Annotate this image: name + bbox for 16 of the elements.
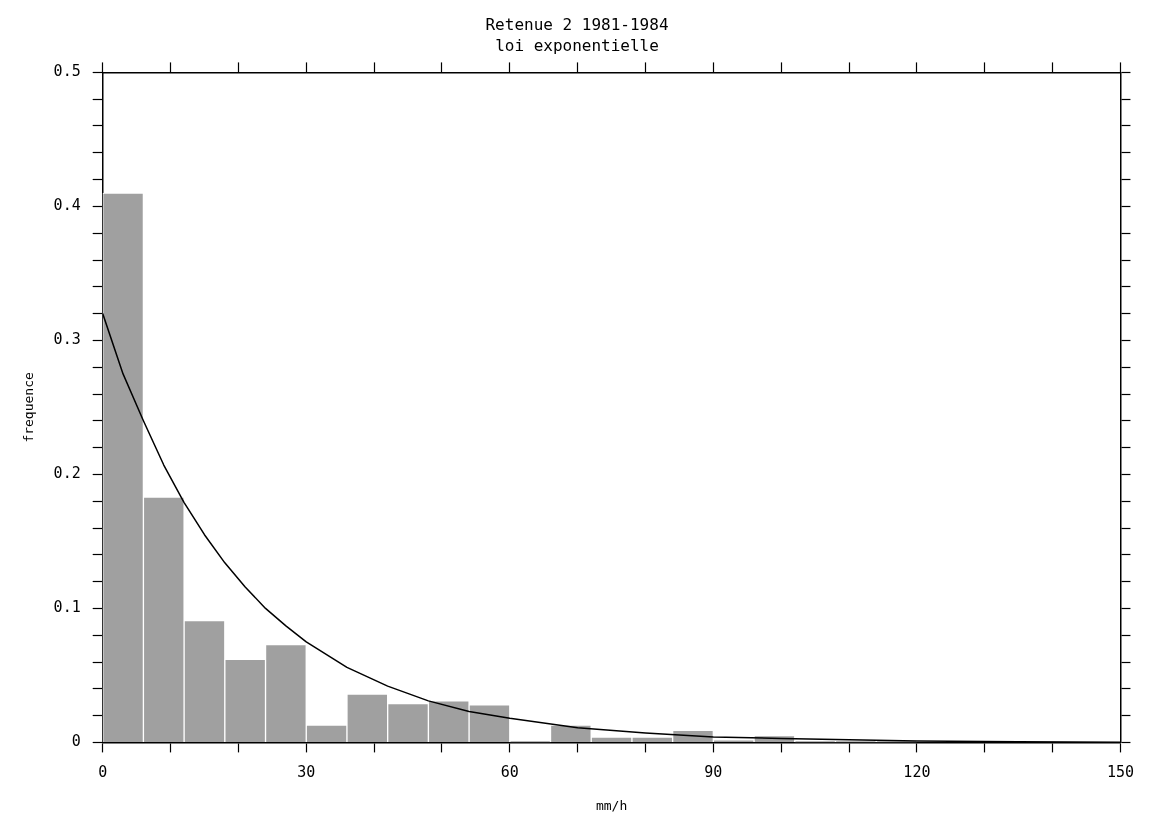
y-axis-title: frequence	[21, 372, 37, 443]
y-tick-label: 0.4	[53, 196, 81, 215]
chart-title: Retenue 2 1981-1984	[485, 14, 669, 34]
x-tick-label: 30	[297, 763, 316, 782]
x-tick-label: 120	[903, 763, 931, 782]
y-tick-label: 0	[71, 732, 81, 751]
y-tick-label: 0.2	[53, 464, 81, 483]
x-tick-label: 90	[704, 763, 723, 782]
x-tick-label: 60	[500, 763, 519, 782]
y-tick-label: 0.5	[53, 62, 81, 81]
y-tick-label: 0.1	[53, 598, 81, 617]
y-tick-label: 0.3	[53, 330, 81, 349]
chart-subtitle: loi exponentielle	[495, 35, 659, 55]
x-tick-label: 0	[98, 763, 108, 782]
x-axis-title: mm/h	[595, 797, 628, 813]
x-tick-label: 150	[1106, 763, 1134, 782]
